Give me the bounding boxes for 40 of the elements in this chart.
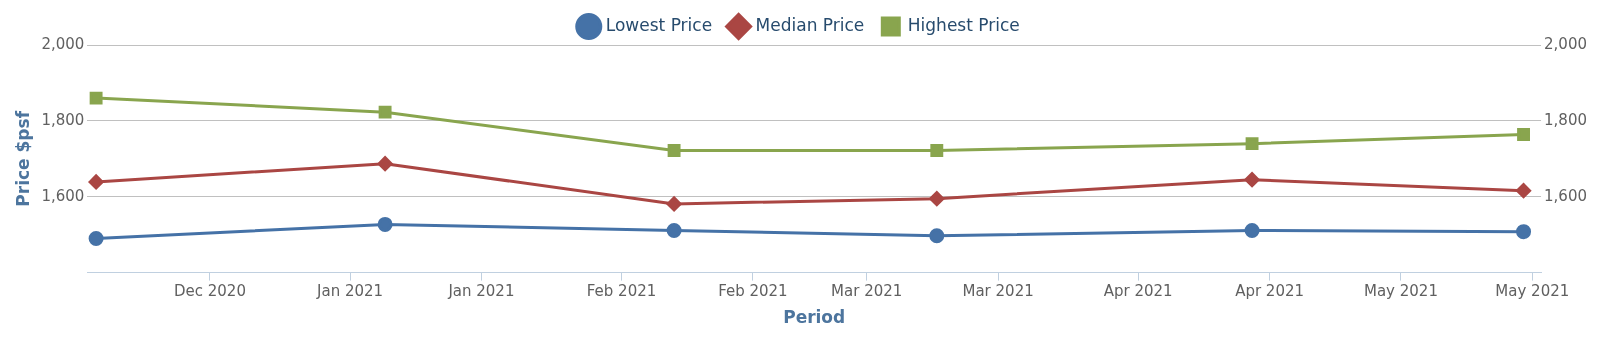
point bbox=[666, 196, 682, 212]
point bbox=[1517, 128, 1530, 141]
point bbox=[930, 144, 944, 157]
point bbox=[929, 191, 945, 207]
y2-tick-label: 1,800 bbox=[1544, 110, 1588, 129]
point bbox=[377, 156, 393, 172]
y-tick-label: 2,000 bbox=[41, 34, 85, 53]
x-tick-label: Apr 2021 bbox=[1235, 282, 1305, 301]
x-tick-label: Apr 2021 bbox=[1103, 282, 1173, 301]
y-tick-label: 1,800 bbox=[41, 110, 85, 129]
x-axis-title: Period bbox=[783, 307, 846, 328]
legend-label: Lowest Price bbox=[605, 14, 713, 35]
point bbox=[378, 105, 392, 119]
x-tick-label: May 2021 bbox=[1495, 282, 1570, 301]
point bbox=[89, 91, 103, 105]
x-tick-label: Mar 2021 bbox=[962, 282, 1034, 301]
x-tick-label: Mar 2021 bbox=[831, 282, 903, 301]
y-axis-title: Price $psf bbox=[12, 110, 33, 207]
point bbox=[1244, 222, 1260, 238]
legend-label: Median Price bbox=[755, 14, 865, 35]
point bbox=[88, 230, 104, 246]
point bbox=[1516, 224, 1532, 240]
y2-tick-label: 1,600 bbox=[1544, 186, 1588, 205]
point bbox=[929, 228, 945, 244]
x-tick-label: Jan 2021 bbox=[316, 282, 384, 301]
y2-tick-label: 2,000 bbox=[1544, 34, 1588, 53]
point bbox=[1245, 137, 1259, 151]
point bbox=[667, 144, 681, 157]
x-tick-label: Feb 2021 bbox=[586, 282, 657, 301]
point bbox=[1244, 172, 1260, 188]
point bbox=[1516, 183, 1532, 199]
point bbox=[377, 216, 393, 232]
legend-label: Highest Price bbox=[907, 14, 1020, 35]
point bbox=[666, 222, 682, 238]
x-tick-label: Dec 2020 bbox=[173, 282, 246, 301]
x-tick-label: Feb 2021 bbox=[718, 282, 788, 301]
point bbox=[88, 174, 104, 190]
x-tick-label: Jan 2021 bbox=[447, 282, 515, 301]
x-tick-label: May 2021 bbox=[1363, 282, 1438, 301]
y-tick-label: 1,600 bbox=[41, 186, 85, 205]
